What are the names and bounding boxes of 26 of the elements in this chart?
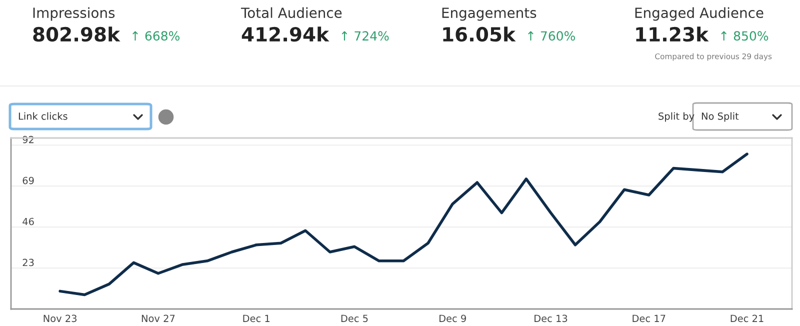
y-tick-label: 23 bbox=[22, 258, 34, 266]
y-tick-label: 46 bbox=[22, 218, 34, 226]
x-tick-label: Dec 13 bbox=[534, 314, 568, 322]
text: Link clicks bbox=[18, 112, 68, 120]
text: 412.94k bbox=[242, 26, 330, 42]
text: ↑ 668% bbox=[132, 31, 180, 41]
text: 802.98k bbox=[33, 26, 120, 42]
x-tick-label: Dec 9 bbox=[440, 314, 466, 322]
text: Split by bbox=[658, 112, 694, 122]
x-tick-label: Dec 17 bbox=[632, 314, 666, 322]
x-tick-label: Dec 1 bbox=[243, 314, 270, 322]
x-tick-label: Dec 21 bbox=[730, 314, 764, 322]
y-tick-label: 69 bbox=[22, 176, 34, 184]
x-tick-label: Nov 23 bbox=[44, 314, 77, 322]
text: 16.05k bbox=[443, 26, 516, 42]
text: 11.23k bbox=[636, 26, 709, 42]
text: Total Audience bbox=[240, 7, 342, 18]
text: No Split bbox=[702, 112, 739, 122]
text: ↑ 760% bbox=[528, 31, 575, 41]
text: ↑ 850% bbox=[721, 31, 768, 41]
x-tick-label: Dec 5 bbox=[341, 314, 368, 322]
text: Engaged Audience bbox=[635, 7, 764, 21]
text: Engagements bbox=[442, 8, 536, 21]
text: ↑ 724% bbox=[342, 31, 389, 41]
text: Impressions bbox=[33, 7, 115, 21]
x-tick-label: Nov 27 bbox=[142, 314, 175, 322]
